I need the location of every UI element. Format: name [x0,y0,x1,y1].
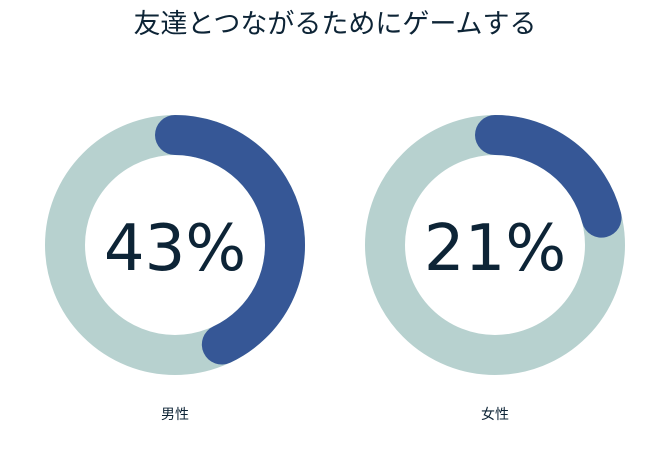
category-label-female: 女性 [481,407,509,423]
donut-value-arc [155,115,305,365]
category-label-male: 男性 [161,407,189,423]
chart-title: 友達とつながるためにゲームする [133,9,537,40]
value-label: 21% [424,212,566,286]
value-label: 43% [104,212,246,286]
donut-value-arc [475,115,622,238]
